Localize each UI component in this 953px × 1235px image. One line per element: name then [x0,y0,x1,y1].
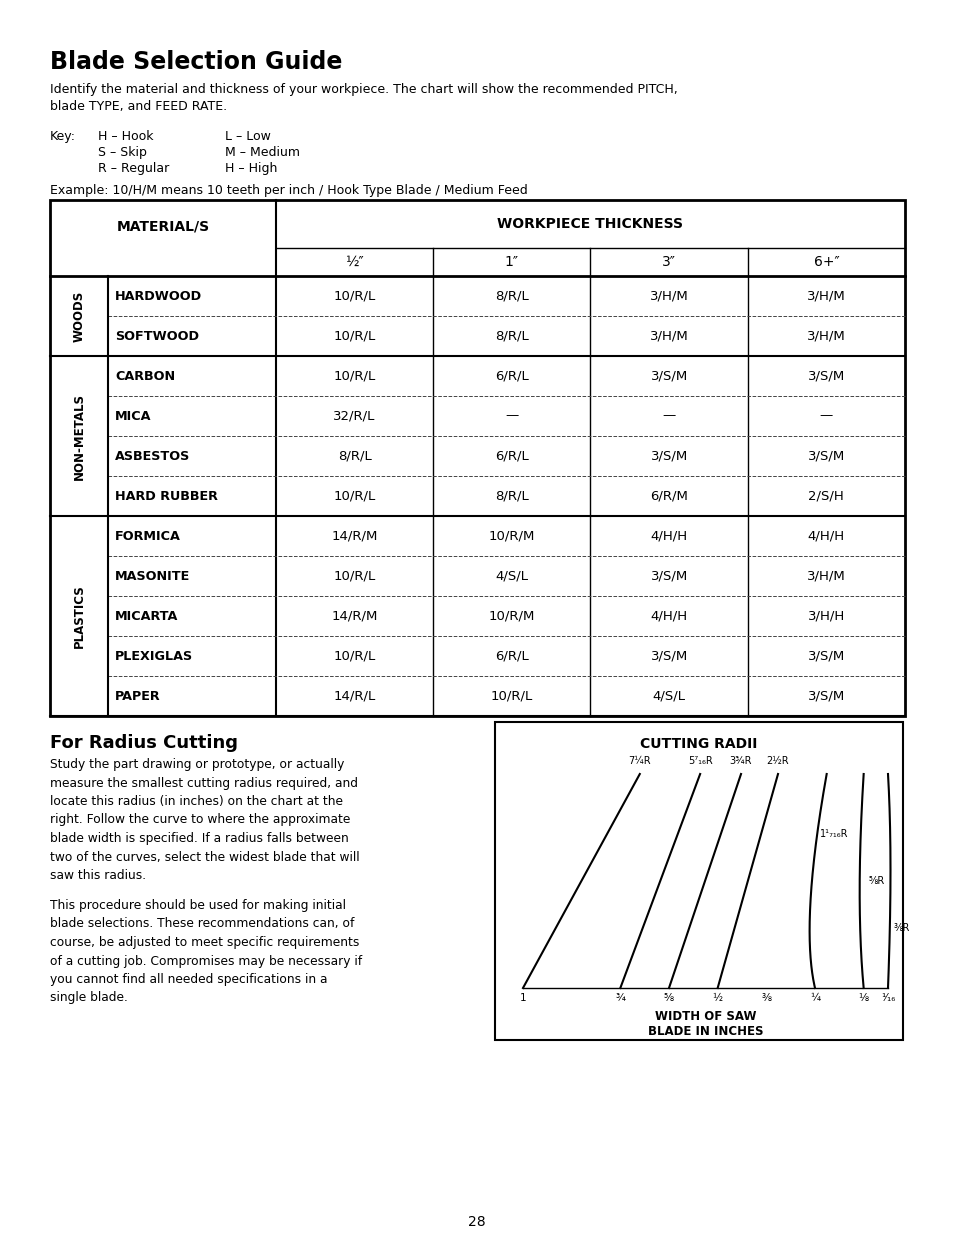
Text: 6+″: 6+″ [813,254,839,269]
Text: ⅜R: ⅜R [892,923,908,934]
Text: 3/S/M: 3/S/M [807,650,844,662]
Text: FORMICA: FORMICA [115,530,181,542]
Text: 3/S/M: 3/S/M [650,650,687,662]
Text: 10/R/L: 10/R/L [334,650,375,662]
Text: 3/H/H: 3/H/H [807,610,844,622]
Text: 3″: 3″ [661,254,676,269]
Text: 6/R/L: 6/R/L [495,450,528,462]
Text: 32/R/L: 32/R/L [334,410,375,422]
Bar [50,200,904,716]
Text: 3/S/M: 3/S/M [650,369,687,383]
Text: ⅝: ⅝ [663,993,674,1003]
Text: 2/S/H: 2/S/H [807,489,843,503]
Text: 1: 1 [519,993,526,1003]
Text: 3/H/M: 3/H/M [806,330,845,342]
Text: 10/R/L: 10/R/L [334,289,375,303]
Text: ½: ½ [712,993,722,1003]
Text: HARDWOOD: HARDWOOD [115,289,202,303]
Text: 10/R/L: 10/R/L [334,489,375,503]
Text: —: — [661,410,675,422]
Text: —: — [819,410,832,422]
Text: 6/R/L: 6/R/L [495,369,528,383]
Text: 3/H/M: 3/H/M [806,569,845,583]
Text: 2½R: 2½R [766,756,788,766]
Text: ¾: ¾ [615,993,624,1003]
Text: 14/R/M: 14/R/M [331,610,377,622]
Text: 5⁷₁₆R: 5⁷₁₆R [687,756,712,766]
Text: 3/S/M: 3/S/M [807,689,844,703]
Text: ⅝R: ⅝R [868,876,884,885]
Text: 4/S/L: 4/S/L [652,689,685,703]
Text: 3/S/M: 3/S/M [650,569,687,583]
Text: 8/R/L: 8/R/L [495,489,528,503]
Text: 6/R/M: 6/R/M [650,489,687,503]
Text: 10/R/M: 10/R/M [488,610,535,622]
Text: MASONITE: MASONITE [115,569,190,583]
Text: This procedure should be used for making initial
blade selections. These recomme: This procedure should be used for making… [50,899,362,1004]
Text: WORKPIECE THICKNESS: WORKPIECE THICKNESS [497,217,682,231]
Text: WIDTH OF SAW
BLADE IN INCHES: WIDTH OF SAW BLADE IN INCHES [647,1010,762,1037]
Text: S – Skip: S – Skip [98,146,147,159]
Text: 10/R/L: 10/R/L [334,369,375,383]
Text: For Radius Cutting: For Radius Cutting [50,734,237,752]
Text: ⅜: ⅜ [760,993,771,1003]
Text: PAPER: PAPER [115,689,160,703]
Text: H – High: H – High [225,162,277,175]
Text: Blade Selection Guide: Blade Selection Guide [50,49,342,74]
Text: 4/S/L: 4/S/L [495,569,528,583]
Text: 1″: 1″ [504,254,518,269]
Text: PLEXIGLAS: PLEXIGLAS [115,650,193,662]
Text: 8/R/L: 8/R/L [337,450,371,462]
Text: 10/R/L: 10/R/L [334,569,375,583]
Text: ASBESTOS: ASBESTOS [115,450,190,462]
Text: 3/S/M: 3/S/M [650,450,687,462]
Text: 3/H/M: 3/H/M [649,289,688,303]
Text: MATERIAL/S: MATERIAL/S [116,220,210,233]
Text: 8/R/L: 8/R/L [495,330,528,342]
Text: MICARTA: MICARTA [115,610,178,622]
Text: 6/R/L: 6/R/L [495,650,528,662]
Bar [495,722,902,1040]
Text: ⅛: ⅛ [858,993,868,1003]
Text: NON-METALS: NON-METALS [72,393,86,479]
Text: 4/H/H: 4/H/H [650,610,687,622]
Text: 14/R/L: 14/R/L [334,689,375,703]
Text: CARBON: CARBON [115,369,175,383]
Text: H – Hook: H – Hook [98,130,153,143]
Text: Identify the material and thickness of your workpiece. The chart will show the r: Identify the material and thickness of y… [50,83,677,112]
Text: 1¹₇₁₆R: 1¹₇₁₆R [820,829,847,839]
Text: 3¾R: 3¾R [729,756,752,766]
Text: 3/S/M: 3/S/M [807,369,844,383]
Text: —: — [505,410,518,422]
Text: ¼: ¼ [809,993,820,1003]
Text: 3/S/M: 3/S/M [807,450,844,462]
Text: ¹⁄₁₆: ¹⁄₁₆ [880,993,894,1003]
Text: L – Low: L – Low [225,130,271,143]
Text: Example: 10/H/M means 10 teeth per inch / Hook Type Blade / Medium Feed: Example: 10/H/M means 10 teeth per inch … [50,184,527,198]
Text: Study the part drawing or prototype, or actually
measure the smallest cutting ra: Study the part drawing or prototype, or … [50,758,359,882]
Text: 8/R/L: 8/R/L [495,289,528,303]
Text: 10/R/L: 10/R/L [334,330,375,342]
Text: CUTTING RADII: CUTTING RADII [639,737,757,751]
Text: ½″: ½″ [345,254,363,269]
Text: 10/R/L: 10/R/L [490,689,533,703]
Text: Key:: Key: [50,130,76,143]
Text: MICA: MICA [115,410,152,422]
Text: PLASTICS: PLASTICS [72,584,86,648]
Text: R – Regular: R – Regular [98,162,169,175]
Text: 28: 28 [468,1215,485,1229]
Text: WOODS: WOODS [72,290,86,342]
Text: 4/H/H: 4/H/H [807,530,844,542]
Text: 3/H/M: 3/H/M [649,330,688,342]
Text: 3/H/M: 3/H/M [806,289,845,303]
Text: SOFTWOOD: SOFTWOOD [115,330,199,342]
Text: M – Medium: M – Medium [225,146,299,159]
Text: 10/R/M: 10/R/M [488,530,535,542]
Text: 7¼R: 7¼R [628,756,651,766]
Text: HARD RUBBER: HARD RUBBER [115,489,217,503]
Text: 14/R/M: 14/R/M [331,530,377,542]
Text: 4/H/H: 4/H/H [650,530,687,542]
